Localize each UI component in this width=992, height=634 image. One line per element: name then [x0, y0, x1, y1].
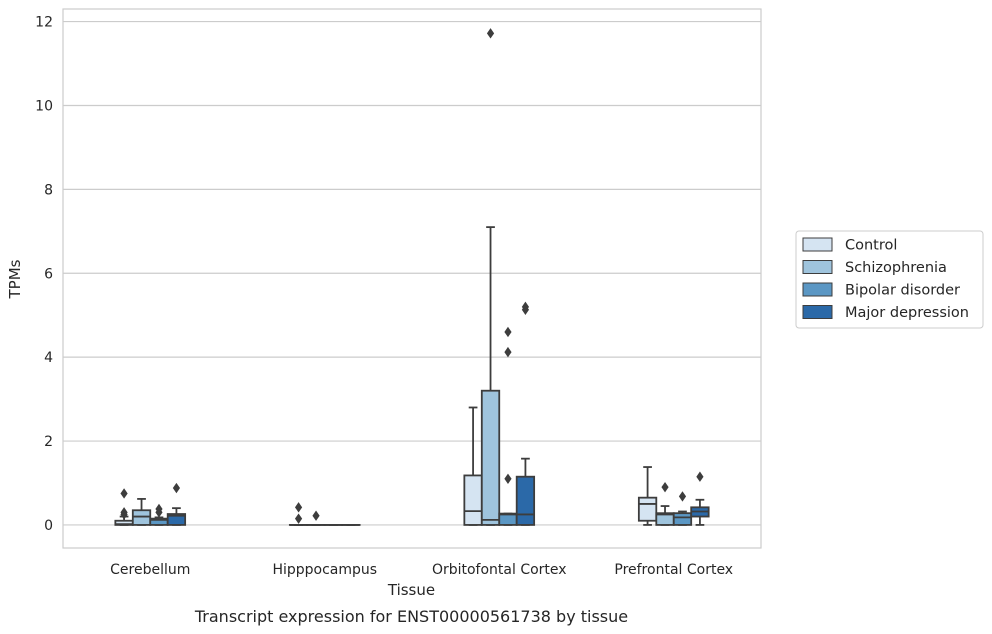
y-tick-label: 2: [44, 434, 53, 450]
legend-swatch: [802, 282, 833, 297]
box-schizophrenia: [131, 498, 152, 526]
x-axis-label: Tissue: [387, 581, 435, 599]
legend-label: Bipolar disorder: [845, 283, 960, 299]
grid: [63, 20, 761, 526]
y-tick-label: 12: [35, 15, 53, 31]
box-iqr: [463, 474, 483, 526]
box-iqr: [637, 496, 658, 522]
y-tick-label: 8: [44, 182, 53, 198]
outlier-point: [504, 346, 512, 358]
outlier-point: [521, 301, 530, 313]
x-tick-label: Cerebellum: [110, 562, 190, 578]
outlier-point: [696, 471, 704, 482]
chart-caption: Transcript expression for ENST0000056173…: [194, 607, 628, 626]
box-control: [114, 488, 134, 526]
x-tick-labels: Cerebellum Hipppocampus Orbitofontal Corte…: [110, 562, 733, 578]
x-tick-label: Prefrontal Cortex: [614, 562, 733, 578]
y-tick-label: 4: [44, 350, 53, 366]
box-control: [288, 502, 309, 526]
outlier-point: [504, 326, 512, 338]
legend-label: Schizophrenia: [845, 260, 947, 276]
y-tick-label: 0: [44, 518, 53, 534]
outlier-point: [661, 481, 669, 493]
legend-frame: [795, 230, 984, 329]
y-tick-labels: 0 2 4 6 8 10 12: [35, 15, 53, 534]
box-control: [637, 466, 658, 526]
box-control: [463, 406, 483, 526]
box-iqr: [166, 513, 187, 526]
y-tick-label: 6: [44, 266, 53, 282]
y-tick-label: 10: [35, 98, 53, 114]
box-bipolar-disorder: [149, 503, 169, 526]
legend-swatch: [802, 260, 833, 274]
box-schizophrenia: [480, 28, 501, 526]
plot-area-frame: [62, 8, 762, 549]
outlier-point: [155, 503, 163, 515]
outlier-point: [312, 510, 320, 521]
legend-swatch: [802, 305, 833, 319]
box-groups: [114, 28, 710, 526]
box-major-depression: [166, 482, 187, 526]
box-iqr: [480, 389, 501, 526]
box-iqr: [672, 512, 693, 526]
box-iqr: [515, 475, 536, 526]
outlier-point: [172, 482, 181, 494]
box-schizophrenia: [655, 481, 675, 526]
outlier-point: [504, 473, 512, 484]
legend: Control Schizophrenia Bipolar disorder Majo…: [795, 230, 984, 329]
x-tick-label: Orbitofontal Cortex: [432, 562, 567, 578]
box-bipolar-disorder: [672, 491, 693, 526]
outlier-point: [120, 507, 128, 518]
box-schizophrenia: [306, 510, 326, 526]
outlier-point: [486, 28, 495, 39]
y-axis-label: TPMs: [6, 259, 24, 299]
box-bipolar-disorder: [498, 326, 518, 526]
box-iqr: [131, 509, 152, 526]
legend-label: Control: [845, 238, 897, 254]
outlier-point: [120, 488, 128, 499]
box-major-depression: [690, 471, 710, 526]
legend-label: Major depression: [845, 305, 969, 321]
legend-swatch: [802, 237, 833, 252]
outlier-point: [294, 513, 303, 524]
outlier-point: [678, 491, 687, 502]
x-tick-label: Hipppocampus: [272, 562, 377, 578]
outlier-point: [294, 502, 303, 513]
box-major-depression: [515, 301, 536, 526]
